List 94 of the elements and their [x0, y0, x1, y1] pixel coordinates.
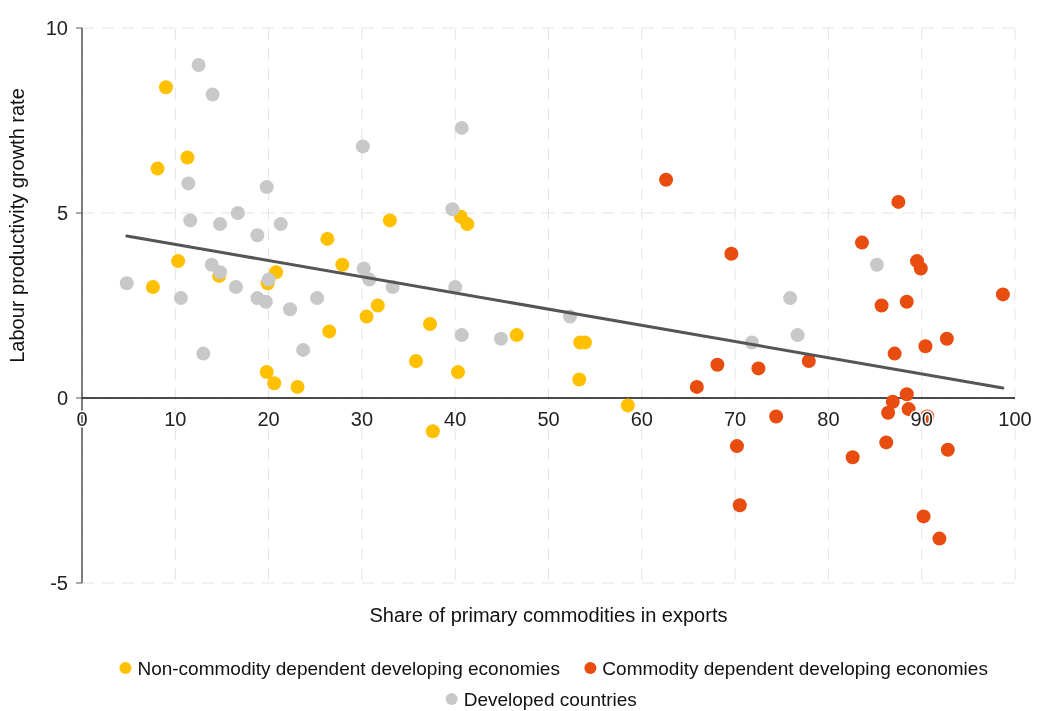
point — [273, 217, 288, 232]
point — [196, 346, 211, 361]
point — [191, 58, 206, 72]
point — [995, 287, 1010, 302]
x-tick-label: 40 — [444, 408, 467, 430]
point — [322, 324, 337, 339]
point — [259, 180, 274, 195]
y-axis-title: Labour productivity growth rate — [6, 88, 28, 363]
point — [409, 354, 424, 368]
point — [939, 331, 954, 346]
point — [874, 298, 889, 313]
point — [258, 294, 273, 309]
point — [180, 150, 195, 165]
point — [296, 342, 311, 357]
point — [790, 328, 805, 343]
x-tick-label: 70 — [723, 408, 747, 430]
point — [881, 405, 896, 420]
point — [171, 254, 186, 269]
point — [460, 217, 475, 232]
point — [145, 280, 160, 294]
point — [940, 442, 955, 457]
point — [801, 354, 816, 368]
point — [158, 80, 173, 95]
point — [869, 257, 884, 272]
point — [267, 376, 282, 391]
point — [213, 217, 228, 232]
point — [454, 120, 469, 135]
point — [493, 331, 508, 346]
point — [310, 291, 325, 306]
point — [769, 409, 784, 424]
point — [845, 450, 860, 465]
point — [899, 294, 914, 309]
x-tick-label: 50 — [537, 408, 560, 430]
legend-label: Non-commodity dependent developing economies — [137, 657, 560, 679]
point — [854, 235, 869, 250]
x-tick-label: 60 — [630, 408, 653, 430]
point — [729, 439, 744, 454]
point — [899, 387, 914, 402]
point — [916, 509, 931, 524]
x-tick-label: 10 — [164, 408, 187, 430]
point — [228, 280, 243, 294]
point — [283, 302, 298, 317]
y-tick-label: 10 — [45, 17, 68, 39]
y-tick-label: -5 — [50, 572, 68, 594]
point — [250, 228, 265, 243]
point — [689, 379, 704, 394]
point — [932, 531, 947, 546]
point — [918, 339, 933, 354]
point — [230, 206, 245, 220]
point — [659, 172, 674, 187]
x-tick-label: 80 — [817, 408, 840, 430]
point — [261, 272, 276, 287]
point — [119, 276, 134, 291]
point — [885, 394, 900, 409]
point — [572, 372, 587, 387]
point — [913, 261, 928, 276]
point — [150, 161, 165, 176]
point — [423, 317, 438, 331]
point — [370, 298, 385, 313]
point — [259, 365, 274, 380]
point — [290, 379, 305, 394]
point — [879, 435, 894, 450]
point — [425, 424, 440, 439]
x-tick-label: 100 — [998, 408, 1032, 430]
legend-label: Commodity dependent developing economies — [602, 657, 988, 679]
x-tick-label: 20 — [257, 408, 280, 430]
point — [751, 361, 766, 376]
point — [356, 261, 371, 276]
x-axis-title: Share of primary commodities in exports — [369, 604, 728, 626]
point — [509, 328, 524, 343]
point — [454, 328, 469, 343]
point — [724, 246, 739, 261]
x-tick-label: 30 — [350, 408, 374, 430]
point — [382, 213, 397, 228]
point — [783, 291, 798, 306]
point — [451, 365, 465, 380]
point — [359, 309, 374, 324]
point — [891, 194, 906, 209]
point — [183, 213, 198, 228]
point — [445, 202, 460, 217]
point — [732, 498, 747, 513]
x-tick-label: 90 — [910, 408, 933, 430]
y-tick-label: 5 — [56, 202, 68, 224]
point — [355, 139, 370, 154]
point — [205, 87, 220, 102]
point — [173, 291, 188, 306]
y-tick-label: 0 — [56, 387, 68, 409]
point — [620, 398, 635, 413]
legend-label: Developed countries — [463, 688, 637, 710]
point — [181, 176, 196, 191]
point — [710, 357, 725, 372]
point — [887, 346, 902, 361]
point — [335, 257, 350, 272]
point — [320, 231, 335, 246]
